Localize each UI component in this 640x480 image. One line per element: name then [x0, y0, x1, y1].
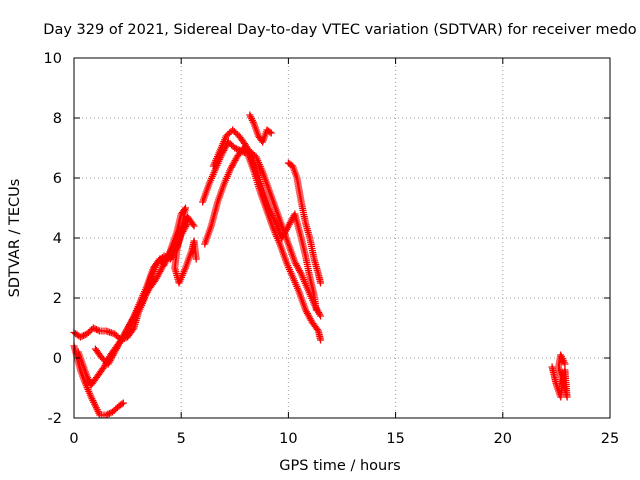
data-point: [94, 326, 102, 334]
data-point: [317, 312, 325, 320]
data-point: [105, 410, 113, 417]
data-point: [561, 360, 569, 368]
data-point: [229, 126, 237, 134]
data-point: [119, 399, 127, 407]
data-point: [89, 324, 97, 332]
data-point: [237, 147, 245, 155]
data-point: [312, 306, 320, 314]
data-point: [76, 333, 84, 341]
axis-ticks: 0 5 10 15 20 25 -2 0 2 4 6 8 10: [44, 51, 620, 447]
data-point: [118, 400, 126, 408]
data-point: [112, 405, 120, 413]
y-tick-label: 2: [53, 291, 62, 307]
data-point: [111, 330, 119, 338]
x-tick-label: 0: [69, 431, 78, 447]
y-tick-label: 10: [44, 51, 62, 67]
data-point: [317, 279, 325, 287]
data-point: [84, 329, 92, 336]
series-track-1: [70, 342, 127, 419]
data-point: [313, 326, 321, 333]
y-tick-label: 8: [53, 111, 62, 127]
data-point: [112, 332, 120, 339]
data-point: [230, 128, 238, 135]
data-point: [110, 407, 118, 414]
data-point: [232, 145, 240, 153]
x-tick-label: 10: [279, 431, 297, 447]
data-point: [104, 410, 112, 418]
data-point: [226, 140, 234, 147]
data-point: [78, 332, 86, 340]
data-point: [234, 146, 242, 153]
data-point: [317, 336, 325, 344]
y-axis-label: SDTVAR / TECUs: [7, 179, 23, 298]
data-point: [189, 221, 197, 228]
data-point: [98, 354, 106, 362]
series-track-6: [199, 138, 325, 344]
y-tick-label: 4: [53, 231, 62, 247]
series-track-9: [284, 159, 325, 287]
data-points: [70, 111, 571, 419]
series-track-8: [246, 111, 275, 146]
data-point: [102, 411, 110, 419]
y-tick-label: -2: [48, 411, 62, 427]
data-point: [80, 332, 88, 339]
data-point: [83, 330, 91, 338]
series-track-7: [209, 126, 320, 314]
data-point: [239, 148, 247, 156]
data-point: [99, 356, 107, 363]
data-point: [91, 325, 99, 333]
data-point: [93, 326, 101, 333]
data-point: [225, 129, 233, 137]
series-track-10: [548, 351, 571, 401]
data-point: [224, 131, 232, 138]
series-track-4: [91, 204, 200, 368]
data-point: [228, 141, 236, 149]
y-tick-label: 6: [53, 171, 62, 187]
data-point: [267, 129, 275, 137]
data-point: [190, 222, 198, 230]
data-point: [231, 144, 239, 152]
data-point: [192, 255, 200, 263]
y-tick-label: 0: [53, 351, 62, 367]
x-tick-label: 20: [494, 431, 512, 447]
x-tick-label: 15: [386, 431, 404, 447]
data-point: [109, 408, 117, 416]
data-point: [129, 326, 137, 333]
data-point: [266, 128, 274, 136]
chart-title: Day 329 of 2021, Sidereal Day-to-day VTE…: [43, 22, 637, 38]
data-point: [222, 132, 230, 140]
data-point: [236, 146, 244, 154]
data-point: [86, 327, 94, 335]
x-tick-label: 5: [177, 431, 186, 447]
data-point: [232, 129, 240, 137]
x-axis-label: GPS time / hours: [279, 458, 400, 474]
x-tick-label: 25: [601, 431, 619, 447]
